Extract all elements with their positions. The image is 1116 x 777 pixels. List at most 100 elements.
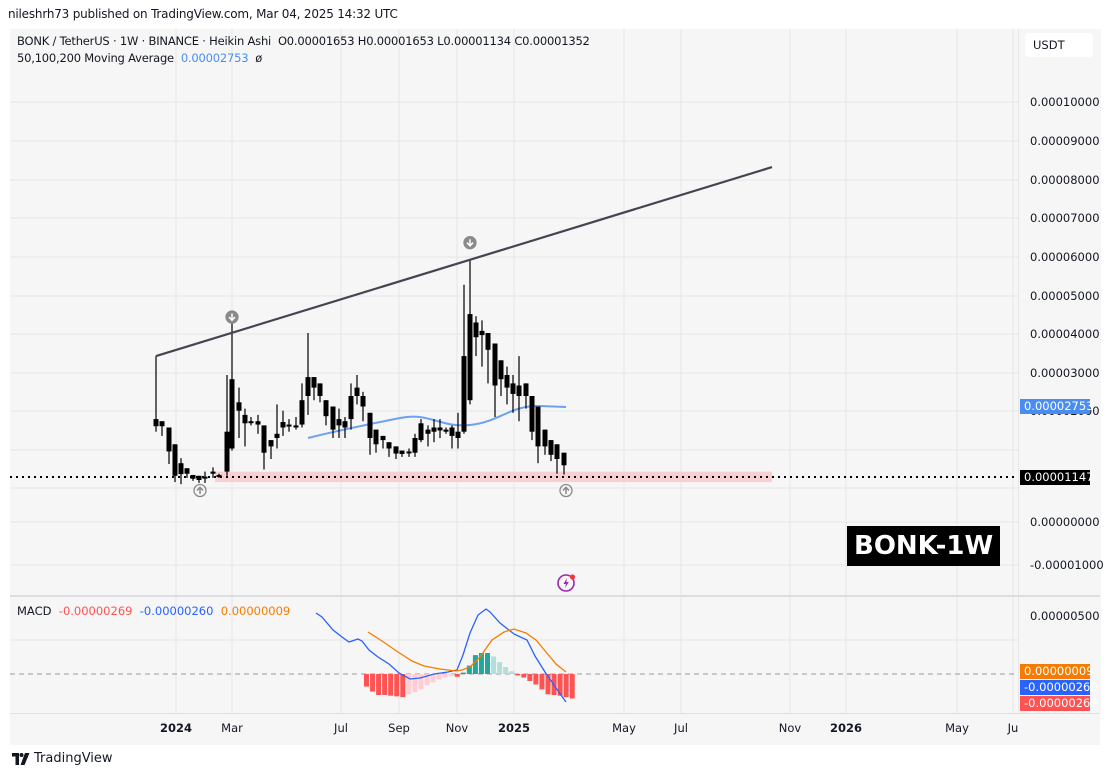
candle-body: [504, 375, 510, 388]
candle-body: [498, 360, 504, 380]
candle-body: [561, 452, 567, 466]
candle-body: [342, 421, 348, 428]
time-tick: 2024: [159, 721, 193, 735]
candle-body: [293, 425, 299, 428]
candle-body: [317, 383, 323, 396]
macd-histogram-bar: [364, 674, 369, 687]
macd-histogram-bar: [418, 674, 424, 690]
macd-histogram-bar: [388, 674, 394, 696]
price-tick: 0.00007000: [1030, 211, 1100, 225]
candle-body: [360, 396, 366, 407]
candle-body: [492, 343, 498, 386]
macd-histogram-bar: [569, 674, 575, 699]
macd-histogram-bar: [466, 665, 472, 674]
candle-body: [274, 433, 280, 438]
time-tick: Nov: [778, 721, 802, 735]
arrow-down-glyph: [228, 313, 236, 322]
price-tick: 0.00008000: [1030, 173, 1100, 187]
candle-body: [236, 402, 242, 411]
ma-legend[interactable]: 50,100,200 Moving Average 0.00002753 ø: [17, 51, 262, 65]
candle-body: [406, 451, 412, 454]
macd-histogram-bar: [406, 674, 412, 695]
arrow-up-glyph: [562, 486, 570, 494]
symbol-legend[interactable]: BONK / TetherUS · 1W · BINANCE · Heikin …: [17, 34, 590, 48]
candle-body: [548, 440, 554, 455]
candle-body: [299, 400, 305, 425]
time-tick: 2026: [829, 721, 863, 735]
symbol-watermark: BONK-1W: [847, 526, 1001, 566]
candle-body: [516, 385, 522, 396]
ma-label: 50,100,200 Moving Average: [17, 51, 174, 65]
ohlc-values: O0.00001653 H0.00001653 L0.00001134 C0.0…: [277, 34, 590, 48]
lightning-icon[interactable]: [557, 573, 577, 593]
arrow-up-icon: [559, 483, 573, 498]
time-tick: Sep: [388, 721, 410, 735]
candle-body: [336, 419, 342, 426]
candle-body: [529, 396, 535, 432]
macd-tick-label: 0.00000500: [1030, 609, 1100, 623]
candle-body: [248, 421, 254, 424]
candle-body: [467, 314, 473, 401]
macd-histogram-bar: [491, 656, 497, 674]
time-tick: Jul: [674, 721, 688, 735]
macd-histogram-bar: [382, 674, 388, 695]
macd-legend[interactable]: MACD -0.00000269 -0.00000260 0.00000009: [17, 604, 290, 618]
symbol-info: BONK / TetherUS · 1W · BINANCE · Heikin …: [17, 34, 272, 48]
candle-body: [437, 427, 443, 431]
candle-body: [280, 422, 286, 428]
macd-badge: -0.00000260: [1020, 680, 1098, 695]
candle-body: [373, 429, 379, 445]
candle-body: [184, 468, 190, 474]
tradingview-logo[interactable]: TradingView: [12, 751, 113, 766]
signal-badge: 0.00000009: [1020, 664, 1094, 679]
candle-body: [418, 423, 424, 441]
publish-line: nileshrh73 published on TradingView.com,…: [8, 7, 398, 21]
macd-histogram-bar: [400, 674, 406, 698]
candle-body: [330, 406, 336, 430]
tradingview-brand: TradingView: [34, 751, 113, 766]
support-zone: [215, 471, 772, 483]
time-tick: Jul: [334, 721, 348, 735]
candle-body: [202, 476, 208, 479]
macd-histogram-bar: [563, 674, 569, 698]
candle-body: [190, 474, 196, 479]
candle-body: [425, 429, 431, 434]
candle-body: [261, 425, 267, 453]
candle-body: [224, 431, 230, 472]
candle-body: [380, 435, 386, 441]
candle-body: [196, 475, 202, 480]
candle-body: [473, 322, 479, 338]
candle-body: [166, 427, 172, 452]
price-axis[interactable]: [1018, 29, 1101, 713]
macd-histogram-bar: [448, 674, 454, 677]
ma-extra: ø: [255, 51, 263, 65]
candle-body: [386, 442, 392, 449]
macd-histogram-bar: [509, 671, 515, 674]
macd-histogram-bar: [515, 674, 521, 676]
time-axis[interactable]: [10, 713, 1100, 745]
macd-histogram-bar: [424, 674, 430, 686]
candle-body: [367, 412, 373, 438]
macd-line-value: -0.00000260: [139, 604, 214, 618]
macd-histogram-bar: [485, 653, 490, 674]
candle-body: [554, 444, 560, 459]
time-tick: Nov: [445, 721, 469, 735]
last-price-badge: 0.00001147: [1020, 470, 1094, 485]
arrow-up-glyph: [196, 486, 204, 494]
candle-body: [305, 377, 311, 396]
macd-hist-value: -0.00000269: [58, 604, 133, 618]
histogram-badge: -0.00000269: [1020, 696, 1098, 711]
time-tick: Ju: [1007, 721, 1019, 735]
macd-line: [315, 608, 567, 703]
macd-histogram-bar: [533, 674, 539, 685]
candle-body: [393, 446, 399, 454]
macd-histogram-bar: [430, 674, 436, 683]
currency-button[interactable]: USDT: [1025, 33, 1093, 57]
candle-body: [455, 431, 461, 438]
macd-histogram-bar: [412, 674, 418, 693]
candle-body: [535, 406, 541, 447]
ma-value: 0.00002753: [180, 51, 249, 65]
macd-histogram-bar: [376, 674, 382, 695]
macd-histogram-bar: [527, 674, 533, 681]
macd-histogram-bar: [454, 674, 460, 677]
